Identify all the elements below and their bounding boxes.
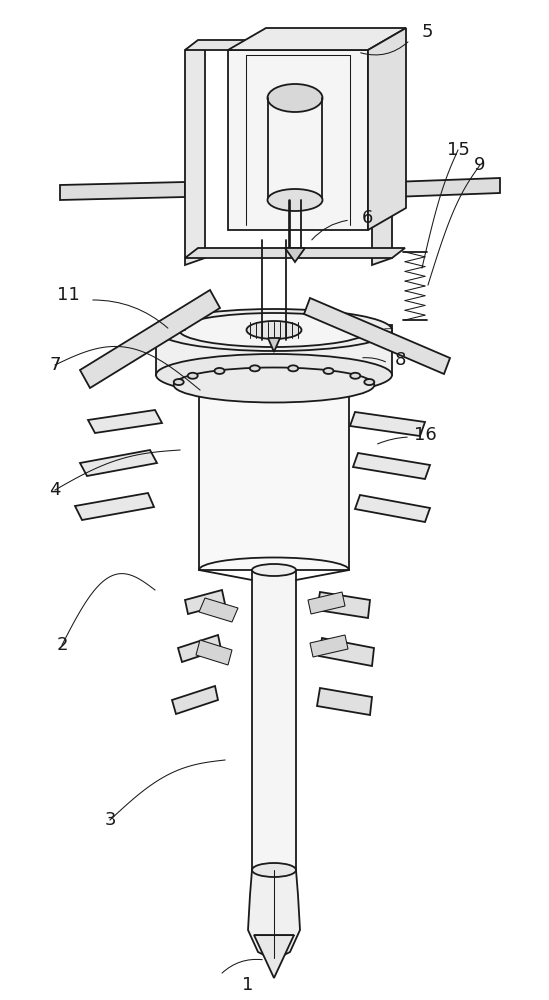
Ellipse shape: [252, 564, 296, 576]
Polygon shape: [254, 935, 294, 978]
Ellipse shape: [179, 313, 369, 347]
Ellipse shape: [173, 367, 374, 402]
Ellipse shape: [323, 368, 333, 374]
Polygon shape: [88, 410, 162, 433]
Text: 6: 6: [361, 209, 373, 227]
Polygon shape: [185, 40, 405, 50]
Ellipse shape: [350, 373, 360, 379]
Ellipse shape: [288, 365, 298, 371]
Polygon shape: [185, 590, 225, 614]
Ellipse shape: [173, 379, 184, 385]
Ellipse shape: [156, 309, 392, 351]
Text: 1: 1: [242, 976, 254, 994]
Polygon shape: [178, 635, 221, 662]
Ellipse shape: [252, 863, 296, 877]
Text: 8: 8: [394, 351, 406, 369]
Polygon shape: [228, 50, 368, 230]
Polygon shape: [368, 28, 406, 230]
Polygon shape: [304, 298, 450, 374]
Polygon shape: [80, 450, 157, 476]
Polygon shape: [392, 178, 500, 197]
Polygon shape: [75, 493, 154, 520]
Text: 2: 2: [56, 636, 68, 654]
Text: 16: 16: [413, 426, 436, 444]
Polygon shape: [355, 495, 430, 522]
Polygon shape: [268, 338, 280, 352]
Polygon shape: [308, 592, 345, 614]
Ellipse shape: [188, 373, 198, 379]
Text: 3: 3: [104, 811, 116, 829]
Polygon shape: [317, 592, 370, 618]
Polygon shape: [285, 248, 305, 262]
Polygon shape: [199, 598, 238, 622]
Ellipse shape: [215, 368, 225, 374]
Polygon shape: [248, 870, 300, 960]
Polygon shape: [185, 42, 205, 265]
Text: 15: 15: [446, 141, 469, 159]
Polygon shape: [372, 42, 392, 265]
Ellipse shape: [267, 189, 322, 211]
Polygon shape: [60, 182, 185, 200]
Polygon shape: [196, 640, 232, 665]
Polygon shape: [350, 412, 425, 436]
Polygon shape: [252, 570, 296, 870]
Text: 5: 5: [421, 23, 433, 41]
Polygon shape: [80, 290, 220, 388]
Ellipse shape: [365, 379, 374, 385]
Ellipse shape: [267, 84, 322, 112]
Ellipse shape: [250, 365, 260, 371]
Polygon shape: [353, 453, 430, 479]
Text: 7: 7: [49, 356, 61, 374]
Polygon shape: [185, 248, 405, 258]
Text: 9: 9: [474, 156, 486, 174]
Polygon shape: [172, 686, 218, 714]
Ellipse shape: [199, 365, 349, 395]
Polygon shape: [310, 635, 348, 657]
Polygon shape: [199, 380, 349, 570]
Polygon shape: [319, 638, 374, 666]
Ellipse shape: [247, 321, 301, 339]
Ellipse shape: [156, 354, 392, 396]
Text: 4: 4: [49, 481, 61, 499]
Polygon shape: [156, 325, 392, 375]
Polygon shape: [228, 28, 406, 50]
Polygon shape: [317, 688, 372, 715]
Text: 11: 11: [57, 286, 80, 304]
Ellipse shape: [252, 864, 296, 876]
